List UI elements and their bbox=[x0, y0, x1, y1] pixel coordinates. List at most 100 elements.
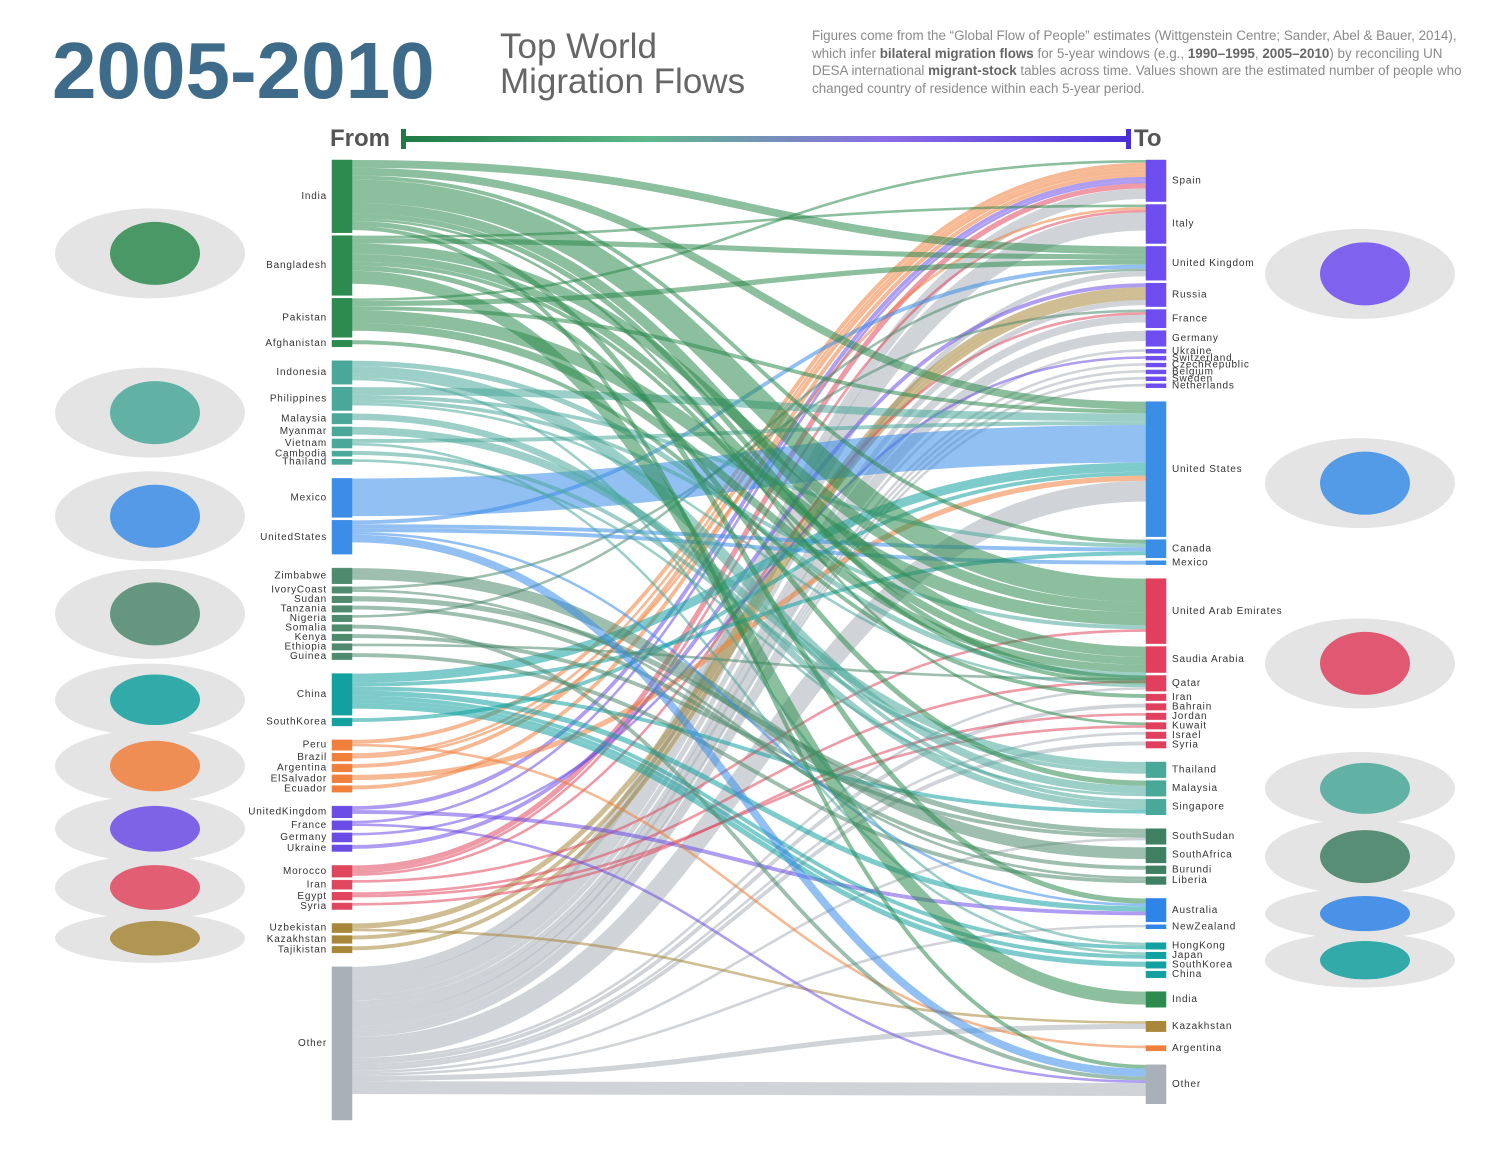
node-label: NewZealand bbox=[1172, 921, 1236, 932]
node-label: SouthAfrica bbox=[1172, 850, 1233, 861]
node-label: Bangladesh bbox=[266, 260, 327, 271]
node-label: Syria bbox=[1172, 739, 1199, 750]
node bbox=[1145, 355, 1167, 361]
node-label: Argentina bbox=[277, 763, 327, 774]
node bbox=[331, 673, 353, 716]
node bbox=[331, 966, 353, 1121]
flow-link bbox=[351, 373, 1147, 804]
node bbox=[331, 923, 353, 933]
flow-link bbox=[351, 377, 1147, 946]
description: Figures come from the “Global Flow of Pe… bbox=[812, 27, 1464, 97]
node-label: Cambodia bbox=[275, 448, 327, 459]
node-label: Vietnam bbox=[285, 438, 327, 449]
node-label: Morocco bbox=[283, 866, 327, 877]
flow-link bbox=[351, 265, 1147, 786]
node bbox=[1145, 722, 1167, 730]
map-region bbox=[1320, 830, 1410, 884]
map-region bbox=[1320, 631, 1410, 695]
maps bbox=[55, 208, 1455, 988]
node-label: Somalia bbox=[285, 623, 327, 634]
map-region bbox=[110, 381, 200, 445]
node-label: Ethiopia bbox=[284, 641, 327, 652]
node-label: Pakistan bbox=[282, 312, 327, 323]
node-label: Australia bbox=[1172, 905, 1218, 916]
flow-link bbox=[351, 310, 1147, 626]
node bbox=[1145, 159, 1167, 202]
flow-link bbox=[351, 253, 1147, 665]
node-label: Germany bbox=[1172, 333, 1219, 344]
node-label: Canada bbox=[1172, 543, 1212, 554]
node bbox=[1145, 761, 1167, 778]
node bbox=[1145, 703, 1167, 711]
node-label: Uzbekistan bbox=[270, 923, 327, 934]
bar-cap bbox=[401, 129, 406, 149]
node-label: Iran bbox=[1172, 692, 1192, 703]
description-text: Figures come from the “Global Flow of Pe… bbox=[812, 28, 1457, 61]
node bbox=[331, 478, 353, 518]
node bbox=[1145, 282, 1167, 307]
node bbox=[331, 438, 353, 449]
node bbox=[1145, 1020, 1167, 1032]
node-label: Tanzania bbox=[281, 604, 327, 615]
node-label: Nigeria bbox=[290, 613, 327, 624]
node bbox=[331, 386, 353, 411]
node-label: China bbox=[1172, 969, 1202, 980]
node bbox=[1145, 865, 1167, 874]
flow-link bbox=[351, 179, 1147, 603]
node bbox=[1145, 646, 1167, 673]
node-label: Argentina bbox=[1172, 1043, 1222, 1054]
node-label: Bahrain bbox=[1172, 701, 1212, 712]
node-label: Sweden bbox=[1172, 373, 1213, 384]
flow-link bbox=[351, 209, 1147, 874]
description-text: migrant-stock bbox=[928, 63, 1017, 78]
node bbox=[331, 235, 353, 296]
node bbox=[331, 946, 353, 954]
node-label: Mexico bbox=[291, 493, 327, 504]
node bbox=[331, 879, 353, 890]
map-region bbox=[1320, 762, 1410, 814]
node-label: Myanmar bbox=[280, 426, 327, 437]
node bbox=[1145, 401, 1167, 537]
node bbox=[1145, 693, 1167, 701]
flow-link bbox=[351, 413, 1147, 810]
node-label: India bbox=[301, 191, 327, 202]
node-label: United Arab Emirates bbox=[1172, 606, 1283, 617]
node bbox=[331, 935, 353, 944]
node bbox=[1145, 1064, 1167, 1104]
node-label: Spain bbox=[1172, 175, 1202, 186]
node bbox=[331, 891, 353, 901]
node bbox=[331, 902, 353, 910]
node bbox=[331, 413, 353, 425]
map-region bbox=[110, 484, 200, 548]
node-label: ElSalvador bbox=[271, 773, 327, 784]
node bbox=[1145, 675, 1167, 692]
map-region bbox=[1320, 242, 1410, 306]
flow-link bbox=[351, 402, 1147, 688]
node bbox=[1145, 847, 1167, 864]
node-label: Ukraine bbox=[1172, 346, 1212, 357]
node bbox=[1145, 376, 1167, 382]
node bbox=[331, 717, 353, 727]
node-label: Afghanistan bbox=[265, 338, 327, 349]
to-label: To bbox=[1134, 125, 1162, 152]
node-label: Kazakhstan bbox=[267, 934, 327, 945]
node bbox=[1145, 578, 1167, 644]
node bbox=[331, 426, 353, 437]
node bbox=[1145, 731, 1167, 739]
node bbox=[331, 844, 353, 852]
node bbox=[331, 614, 353, 622]
description-text: 2005–2010 bbox=[1262, 45, 1330, 61]
map-region bbox=[110, 865, 200, 910]
flow-link bbox=[351, 534, 1147, 1077]
flow-link bbox=[351, 695, 1147, 950]
node-label: Egypt bbox=[297, 891, 327, 902]
node bbox=[331, 763, 353, 773]
flow-link bbox=[351, 159, 1147, 255]
flow-link bbox=[351, 568, 1147, 859]
flow-link bbox=[351, 259, 1147, 307]
flow-link bbox=[351, 202, 1147, 657]
flow-link bbox=[351, 296, 1147, 951]
node-label: Ukraine bbox=[287, 843, 327, 854]
map-region bbox=[110, 674, 200, 726]
